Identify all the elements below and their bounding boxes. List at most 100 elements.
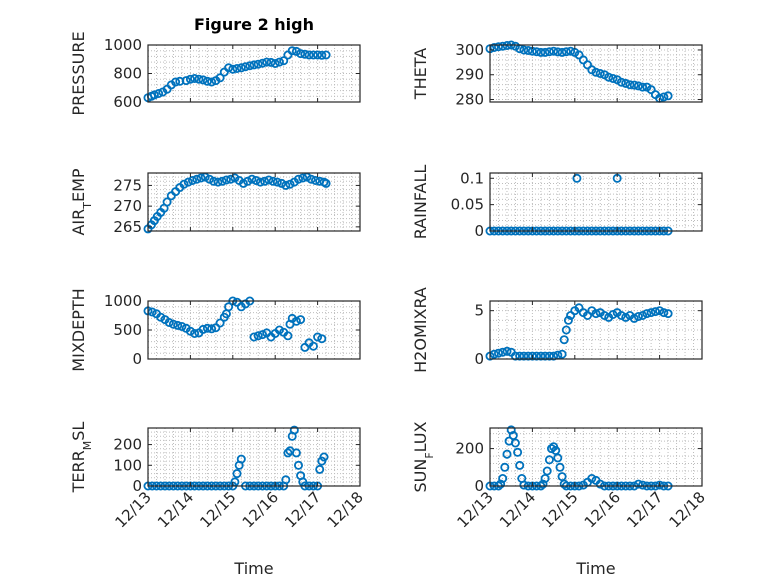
data-point: [616, 310, 626, 320]
data-point: [281, 475, 291, 485]
data-point: [240, 62, 250, 72]
data-point: [319, 452, 329, 462]
subplot-h2omixra: 0 5 H2OMIXRA: [411, 287, 703, 373]
data-point: [268, 176, 278, 186]
y-tick-label: 0: [132, 350, 142, 368]
x-tick-label: 12/18: [324, 488, 367, 531]
data-point: [296, 49, 306, 59]
data-point: [321, 50, 331, 60]
data-point: [217, 176, 227, 186]
data-point: [633, 311, 643, 321]
data-point: [553, 453, 563, 463]
data-point: [306, 174, 316, 184]
data-point: [500, 462, 510, 472]
data-point: [561, 47, 571, 57]
data-point: [313, 50, 323, 60]
data-point: [510, 351, 520, 361]
data-point: [181, 76, 191, 86]
data-point: [536, 351, 546, 361]
data-point: [659, 92, 669, 102]
data-point: [215, 73, 225, 83]
data-point: [251, 175, 261, 185]
x-tick-label: 12/15: [538, 488, 581, 531]
y-axis-label: AIRTEMP: [69, 168, 94, 235]
data-point: [663, 309, 673, 319]
data-point: [224, 63, 234, 73]
y-tick-label: 0.05: [451, 196, 484, 214]
y-tick-label: 290: [455, 66, 484, 84]
data-point: [308, 50, 318, 60]
data-point: [253, 331, 263, 341]
figure-title: Figure 2 high: [194, 15, 314, 34]
data-point: [604, 72, 614, 82]
y-axis-label: THETA: [411, 48, 430, 100]
data-point: [595, 479, 605, 489]
data-point: [608, 309, 618, 319]
data-point: [566, 46, 576, 56]
data-point: [646, 308, 656, 318]
data-point: [663, 91, 673, 101]
data-point: [300, 49, 310, 59]
data-point: [221, 175, 231, 185]
y-tick-label: 0: [474, 222, 484, 240]
data-point: [489, 43, 499, 53]
subplot-air-temp: 265 270 275 AIRTEMP: [69, 168, 361, 236]
x-tick-label: 12/16: [239, 488, 282, 531]
y-tick-label: 800: [113, 65, 142, 83]
subplot-mixdepth: 0 500 1000 MIXDEPTH: [69, 288, 361, 372]
data-point: [587, 473, 597, 483]
data-point: [542, 466, 552, 476]
y-tick-label: 0: [132, 477, 142, 495]
x-tick-label: 12/17: [281, 488, 324, 531]
data-point: [253, 59, 263, 69]
data-point: [502, 346, 512, 356]
data-point: [655, 480, 665, 490]
data-point: [308, 341, 318, 351]
data-point: [553, 47, 563, 57]
data-point: [293, 460, 303, 470]
data-point: [226, 174, 236, 184]
data-point: [177, 321, 187, 331]
data-point: [215, 318, 225, 328]
data-point: [245, 61, 255, 71]
data-point: [650, 307, 660, 317]
data-point: [249, 60, 259, 70]
data-point: [283, 448, 293, 458]
data-point: [659, 308, 669, 318]
data-point: [638, 82, 648, 92]
data-point: [583, 60, 593, 70]
data-point: [232, 64, 242, 74]
x-axis-label: Time: [233, 559, 273, 578]
data-point: [527, 351, 537, 361]
data-point: [236, 454, 246, 464]
subplot-pressure: 600 800 1000 PRESSURE: [69, 31, 361, 116]
y-tick-label: 200: [455, 440, 484, 458]
data-point: [493, 42, 503, 52]
y-tick-label: 270: [113, 197, 142, 215]
data-point: [559, 335, 569, 345]
data-point: [621, 78, 631, 88]
data-point: [498, 473, 508, 483]
data-point: [317, 50, 327, 60]
data-point: [621, 312, 631, 322]
data-point: [190, 328, 200, 338]
y-axis-label: TERRMSL: [69, 422, 94, 494]
data-point: [185, 74, 195, 84]
data-point: [179, 179, 189, 189]
data-point: [270, 59, 280, 69]
y-tick-label: 100: [113, 456, 142, 474]
data-point: [296, 315, 306, 325]
y-axis-label: SUNFLUX: [411, 421, 436, 492]
y-tick-label: 0: [474, 477, 484, 495]
data-point: [600, 310, 610, 320]
data-point: [274, 57, 284, 67]
data-point: [224, 302, 234, 312]
x-axis-label: Time: [575, 559, 615, 578]
data-point: [243, 176, 253, 186]
x-tick-label: 12/14: [154, 488, 197, 531]
data-point: [519, 45, 529, 55]
data-point: [519, 480, 529, 490]
data-point: [298, 173, 308, 183]
data-point: [310, 175, 320, 185]
